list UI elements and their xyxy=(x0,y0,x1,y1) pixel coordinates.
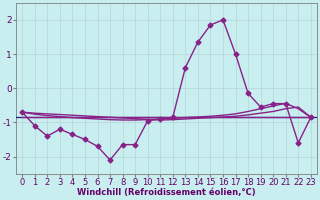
X-axis label: Windchill (Refroidissement éolien,°C): Windchill (Refroidissement éolien,°C) xyxy=(77,188,256,197)
